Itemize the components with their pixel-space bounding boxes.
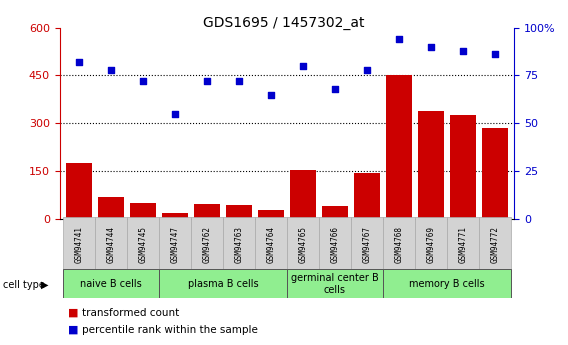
Point [331, 86, 340, 92]
Text: GSM94769: GSM94769 [427, 226, 435, 263]
Text: transformed count: transformed count [82, 308, 179, 318]
Text: GSM94767: GSM94767 [362, 226, 371, 263]
Point [266, 92, 275, 97]
FancyBboxPatch shape [63, 269, 159, 298]
Text: GSM94762: GSM94762 [202, 226, 211, 263]
Text: GSM94747: GSM94747 [170, 226, 179, 263]
Point [362, 67, 371, 72]
Bar [66, 163, 91, 219]
FancyBboxPatch shape [95, 217, 127, 271]
FancyBboxPatch shape [383, 217, 415, 271]
Point [394, 36, 403, 42]
FancyBboxPatch shape [63, 217, 95, 271]
Bar [194, 204, 220, 219]
Text: GSM94765: GSM94765 [298, 226, 307, 263]
Point [298, 63, 307, 69]
Text: GSM94744: GSM94744 [106, 226, 115, 263]
Text: GSM94766: GSM94766 [331, 226, 339, 263]
Bar [226, 205, 252, 219]
Bar [162, 213, 187, 219]
FancyBboxPatch shape [127, 217, 159, 271]
Point [427, 44, 436, 49]
FancyBboxPatch shape [159, 269, 287, 298]
FancyBboxPatch shape [287, 217, 319, 271]
FancyBboxPatch shape [159, 217, 191, 271]
FancyBboxPatch shape [223, 217, 255, 271]
Text: naive B cells: naive B cells [80, 279, 141, 289]
Point [170, 111, 179, 117]
Bar [258, 210, 283, 219]
Text: ▶: ▶ [41, 280, 48, 289]
FancyBboxPatch shape [479, 217, 511, 271]
Point [106, 67, 115, 72]
Text: GSM94772: GSM94772 [490, 226, 499, 263]
FancyBboxPatch shape [191, 217, 223, 271]
Point [74, 59, 83, 65]
Text: GSM94764: GSM94764 [266, 226, 275, 263]
Point [202, 78, 211, 84]
Text: GDS1695 / 1457302_at: GDS1695 / 1457302_at [203, 16, 365, 30]
Text: cell type: cell type [3, 280, 45, 289]
Text: GSM94745: GSM94745 [139, 226, 147, 263]
Point [458, 48, 467, 53]
FancyBboxPatch shape [319, 217, 351, 271]
FancyBboxPatch shape [415, 217, 447, 271]
Bar [322, 206, 348, 219]
Bar [354, 173, 379, 219]
FancyBboxPatch shape [383, 269, 511, 298]
Text: ■: ■ [68, 307, 78, 317]
Text: GSM94763: GSM94763 [235, 226, 243, 263]
Text: germinal center B
cells: germinal center B cells [291, 273, 379, 295]
Text: plasma B cells: plasma B cells [187, 279, 258, 289]
FancyBboxPatch shape [287, 269, 383, 298]
Text: GSM94768: GSM94768 [394, 226, 403, 263]
FancyBboxPatch shape [255, 217, 287, 271]
Bar [98, 197, 124, 219]
Text: GSM94741: GSM94741 [74, 226, 83, 263]
Bar [130, 203, 156, 219]
FancyBboxPatch shape [351, 217, 383, 271]
Point [234, 78, 243, 84]
Point [138, 78, 147, 84]
Point [490, 52, 499, 57]
Bar [418, 110, 444, 219]
Bar [482, 128, 508, 219]
Text: percentile rank within the sample: percentile rank within the sample [82, 325, 258, 335]
Bar [290, 170, 316, 219]
Bar [450, 115, 475, 219]
Text: ■: ■ [68, 325, 78, 334]
Text: GSM94771: GSM94771 [458, 226, 467, 263]
FancyBboxPatch shape [447, 217, 479, 271]
Bar [386, 76, 412, 219]
Text: memory B cells: memory B cells [409, 279, 485, 289]
